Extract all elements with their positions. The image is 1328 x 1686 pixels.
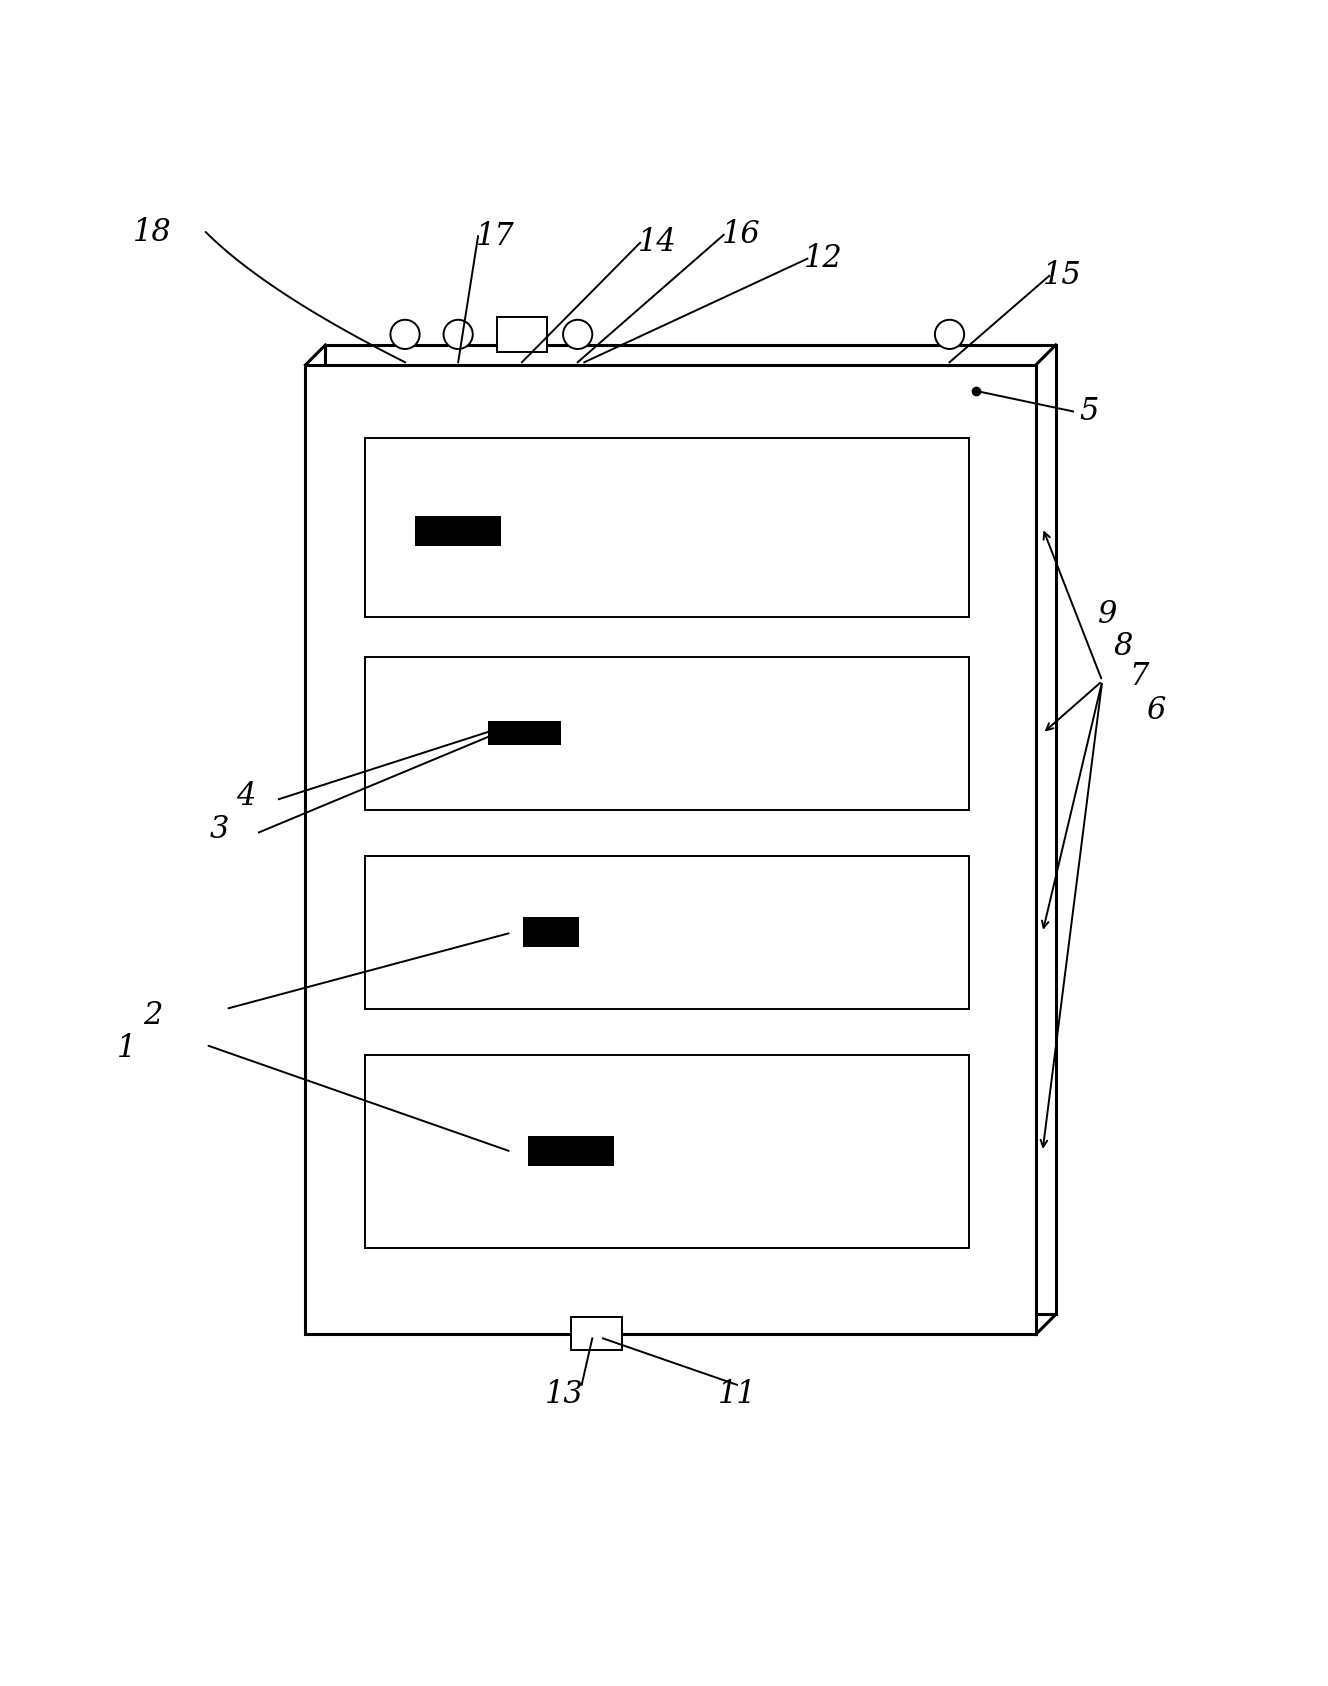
Circle shape xyxy=(444,320,473,349)
Circle shape xyxy=(935,320,964,349)
Text: 8: 8 xyxy=(1114,631,1133,663)
Bar xyxy=(325,346,1056,1315)
Bar xyxy=(365,1055,969,1248)
Text: 4: 4 xyxy=(236,781,255,813)
Text: 13: 13 xyxy=(544,1379,584,1409)
Bar xyxy=(523,917,579,946)
Text: 15: 15 xyxy=(1042,260,1082,292)
Text: 16: 16 xyxy=(721,219,761,250)
Bar xyxy=(365,658,969,809)
Bar xyxy=(365,856,969,1008)
Text: 2: 2 xyxy=(143,1000,162,1032)
Bar xyxy=(571,1317,622,1350)
Text: 9: 9 xyxy=(1098,599,1117,631)
Text: 3: 3 xyxy=(210,814,228,845)
Text: 11: 11 xyxy=(717,1379,757,1409)
Circle shape xyxy=(563,320,592,349)
Bar xyxy=(487,722,560,745)
Text: 7: 7 xyxy=(1130,661,1149,693)
Bar xyxy=(414,516,501,546)
Text: 14: 14 xyxy=(637,228,677,258)
Bar xyxy=(305,364,1036,1334)
Text: 12: 12 xyxy=(803,243,843,275)
Bar xyxy=(365,438,969,617)
Text: 6: 6 xyxy=(1146,695,1165,725)
Text: 1: 1 xyxy=(117,1034,135,1064)
Bar xyxy=(497,317,547,352)
Circle shape xyxy=(390,320,420,349)
Bar xyxy=(527,1136,614,1165)
Text: 17: 17 xyxy=(475,221,515,251)
Text: 5: 5 xyxy=(1080,396,1098,427)
Text: 18: 18 xyxy=(133,216,173,248)
